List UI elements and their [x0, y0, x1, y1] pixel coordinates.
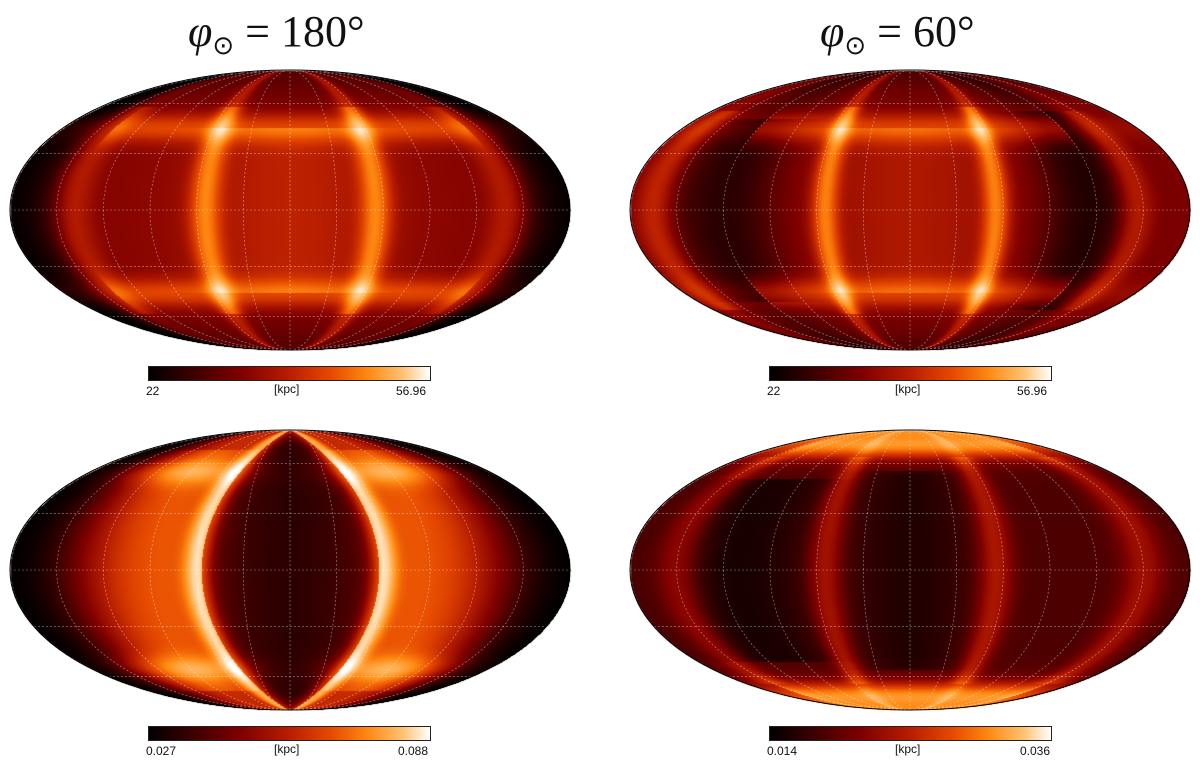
phi-symbol: φ — [820, 7, 845, 56]
column-title-value: = 60° — [877, 7, 975, 56]
map-outline — [9, 429, 571, 711]
colorbar — [769, 726, 1052, 741]
meridian-line — [289, 429, 431, 711]
meridian-line — [676, 429, 911, 711]
colorbar — [148, 366, 431, 381]
map-outline — [629, 429, 1191, 711]
colorbar-min-label: 22 — [146, 384, 160, 398]
colorbar-unit-label: [kpc] — [895, 742, 921, 756]
meridian-line — [289, 69, 337, 351]
colorbar-max-label: 0.036 — [1020, 744, 1051, 758]
graticule — [10, 69, 570, 351]
colorbar-max-label: 0.088 — [398, 744, 429, 758]
meridian-line — [289, 429, 337, 711]
column-title-right: φ⊙ = 60° — [820, 6, 975, 60]
meridian-line — [149, 69, 291, 351]
meridian-line — [56, 429, 291, 711]
column-title-value: = 180° — [245, 7, 365, 56]
colorbar-max-label: 56.96 — [396, 384, 427, 398]
meridian-line — [816, 69, 911, 351]
meridian-line — [909, 429, 957, 711]
meridian-line — [289, 69, 431, 351]
meridian-line — [909, 69, 957, 351]
colorbar — [769, 366, 1052, 381]
graticule — [630, 69, 1190, 351]
colorbar-unit-label: [kpc] — [274, 742, 300, 756]
meridian-line — [243, 69, 291, 351]
colorbar-min-label: 0.014 — [767, 744, 798, 758]
mollweide-map — [8, 68, 572, 352]
meridian-line — [56, 69, 291, 351]
colorbar-unit-label: [kpc] — [895, 382, 921, 396]
graticule — [630, 429, 1190, 711]
mollweide-map — [8, 428, 572, 712]
meridian-line — [196, 69, 291, 351]
sun-subscript: ⊙ — [844, 31, 867, 60]
meridian-line — [243, 429, 291, 711]
phi-symbol: φ — [188, 7, 213, 56]
meridian-line — [863, 429, 911, 711]
meridian-line — [769, 69, 911, 351]
meridian-line — [863, 69, 911, 351]
column-title-left: φ⊙ = 180° — [188, 6, 365, 60]
mollweide-map — [628, 68, 1192, 352]
meridian-line — [816, 429, 911, 711]
meridian-line — [769, 429, 911, 711]
graticule — [10, 429, 570, 711]
meridian-line — [909, 69, 1051, 351]
colorbar-unit-label: [kpc] — [274, 382, 300, 396]
map-outline — [629, 69, 1191, 351]
mollweide-map — [628, 428, 1192, 712]
colorbar-max-label: 56.96 — [1017, 384, 1048, 398]
colorbar-min-label: 22 — [767, 384, 781, 398]
meridian-line — [196, 429, 291, 711]
meridian-line — [676, 69, 911, 351]
meridian-line — [149, 429, 291, 711]
colorbar — [148, 726, 431, 741]
sun-subscript: ⊙ — [212, 31, 235, 60]
meridian-line — [909, 429, 1051, 711]
map-outline — [9, 69, 571, 351]
colorbar-min-label: 0.027 — [146, 744, 177, 758]
